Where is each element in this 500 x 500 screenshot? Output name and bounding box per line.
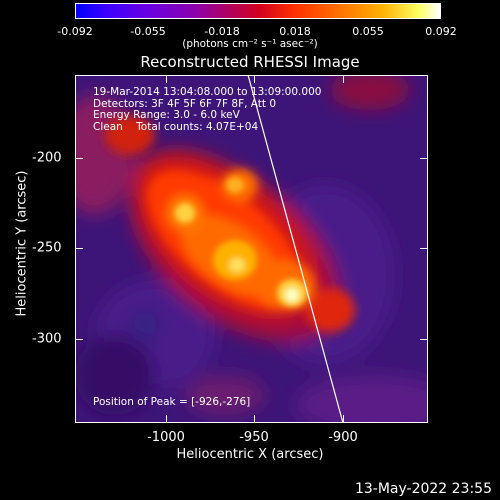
colorbar-tick: 0.055: [352, 25, 384, 38]
x-axis-label: Heliocentric X (arcsec): [176, 447, 324, 462]
colorbar-tick: 0.018: [279, 25, 311, 38]
rhessi-image: [75, 75, 428, 423]
y-tick-mark: [75, 158, 83, 159]
x-tick-label: -900: [328, 430, 358, 445]
info-time-range: 19-Mar-2014 13:04:08.000 to 13:09:00.000: [93, 86, 322, 98]
colorbar-tick: -0.018: [204, 25, 240, 38]
info-detectors: Detectors: 3F 4F 5F 6F 7F 8F, Att 0: [93, 97, 277, 110]
info-clean-counts: Clean Total counts: 4.07E+04: [93, 120, 259, 133]
y-tick-label: -300: [32, 331, 62, 347]
colorbar-tick: -0.092: [57, 25, 93, 38]
colorbar-units: (photons cm⁻² s⁻¹ asec⁻²): [182, 38, 318, 50]
x-tick-mark: [254, 415, 255, 423]
x-tick-mark: [343, 75, 344, 83]
y-tick-mark: [420, 158, 428, 159]
y-tick-mark: [75, 339, 83, 340]
x-tick-label: -950: [239, 430, 269, 445]
x-tick-mark: [254, 75, 255, 83]
colorbar-tick: 0.092: [425, 25, 457, 38]
colorbar-tick: -0.055: [130, 25, 166, 38]
x-tick-mark: [343, 415, 344, 423]
info-peak-position: Position of Peak = [-926,-276]: [93, 396, 251, 408]
plot-frame: [75, 75, 428, 423]
image-map: [75, 75, 428, 423]
footer-date: 13-May-2022 23:55: [354, 481, 492, 497]
colorbar: [75, 3, 441, 19]
image-title: Reconstructed RHESSI Image: [140, 53, 360, 71]
y-tick-mark: [420, 339, 428, 340]
y-axis-label: Heliocentric Y (arcsec): [14, 170, 30, 317]
info-energy-range: Energy Range: 3.0 - 6.0 keV: [93, 109, 240, 121]
x-tick-mark: [166, 75, 167, 83]
y-tick-label: -250: [32, 240, 62, 256]
y-tick-mark: [75, 248, 83, 249]
y-tick-label: -200: [32, 150, 62, 166]
x-tick-mark: [166, 415, 167, 423]
x-tick-label: -1000: [147, 430, 185, 445]
y-tick-mark: [420, 248, 428, 249]
